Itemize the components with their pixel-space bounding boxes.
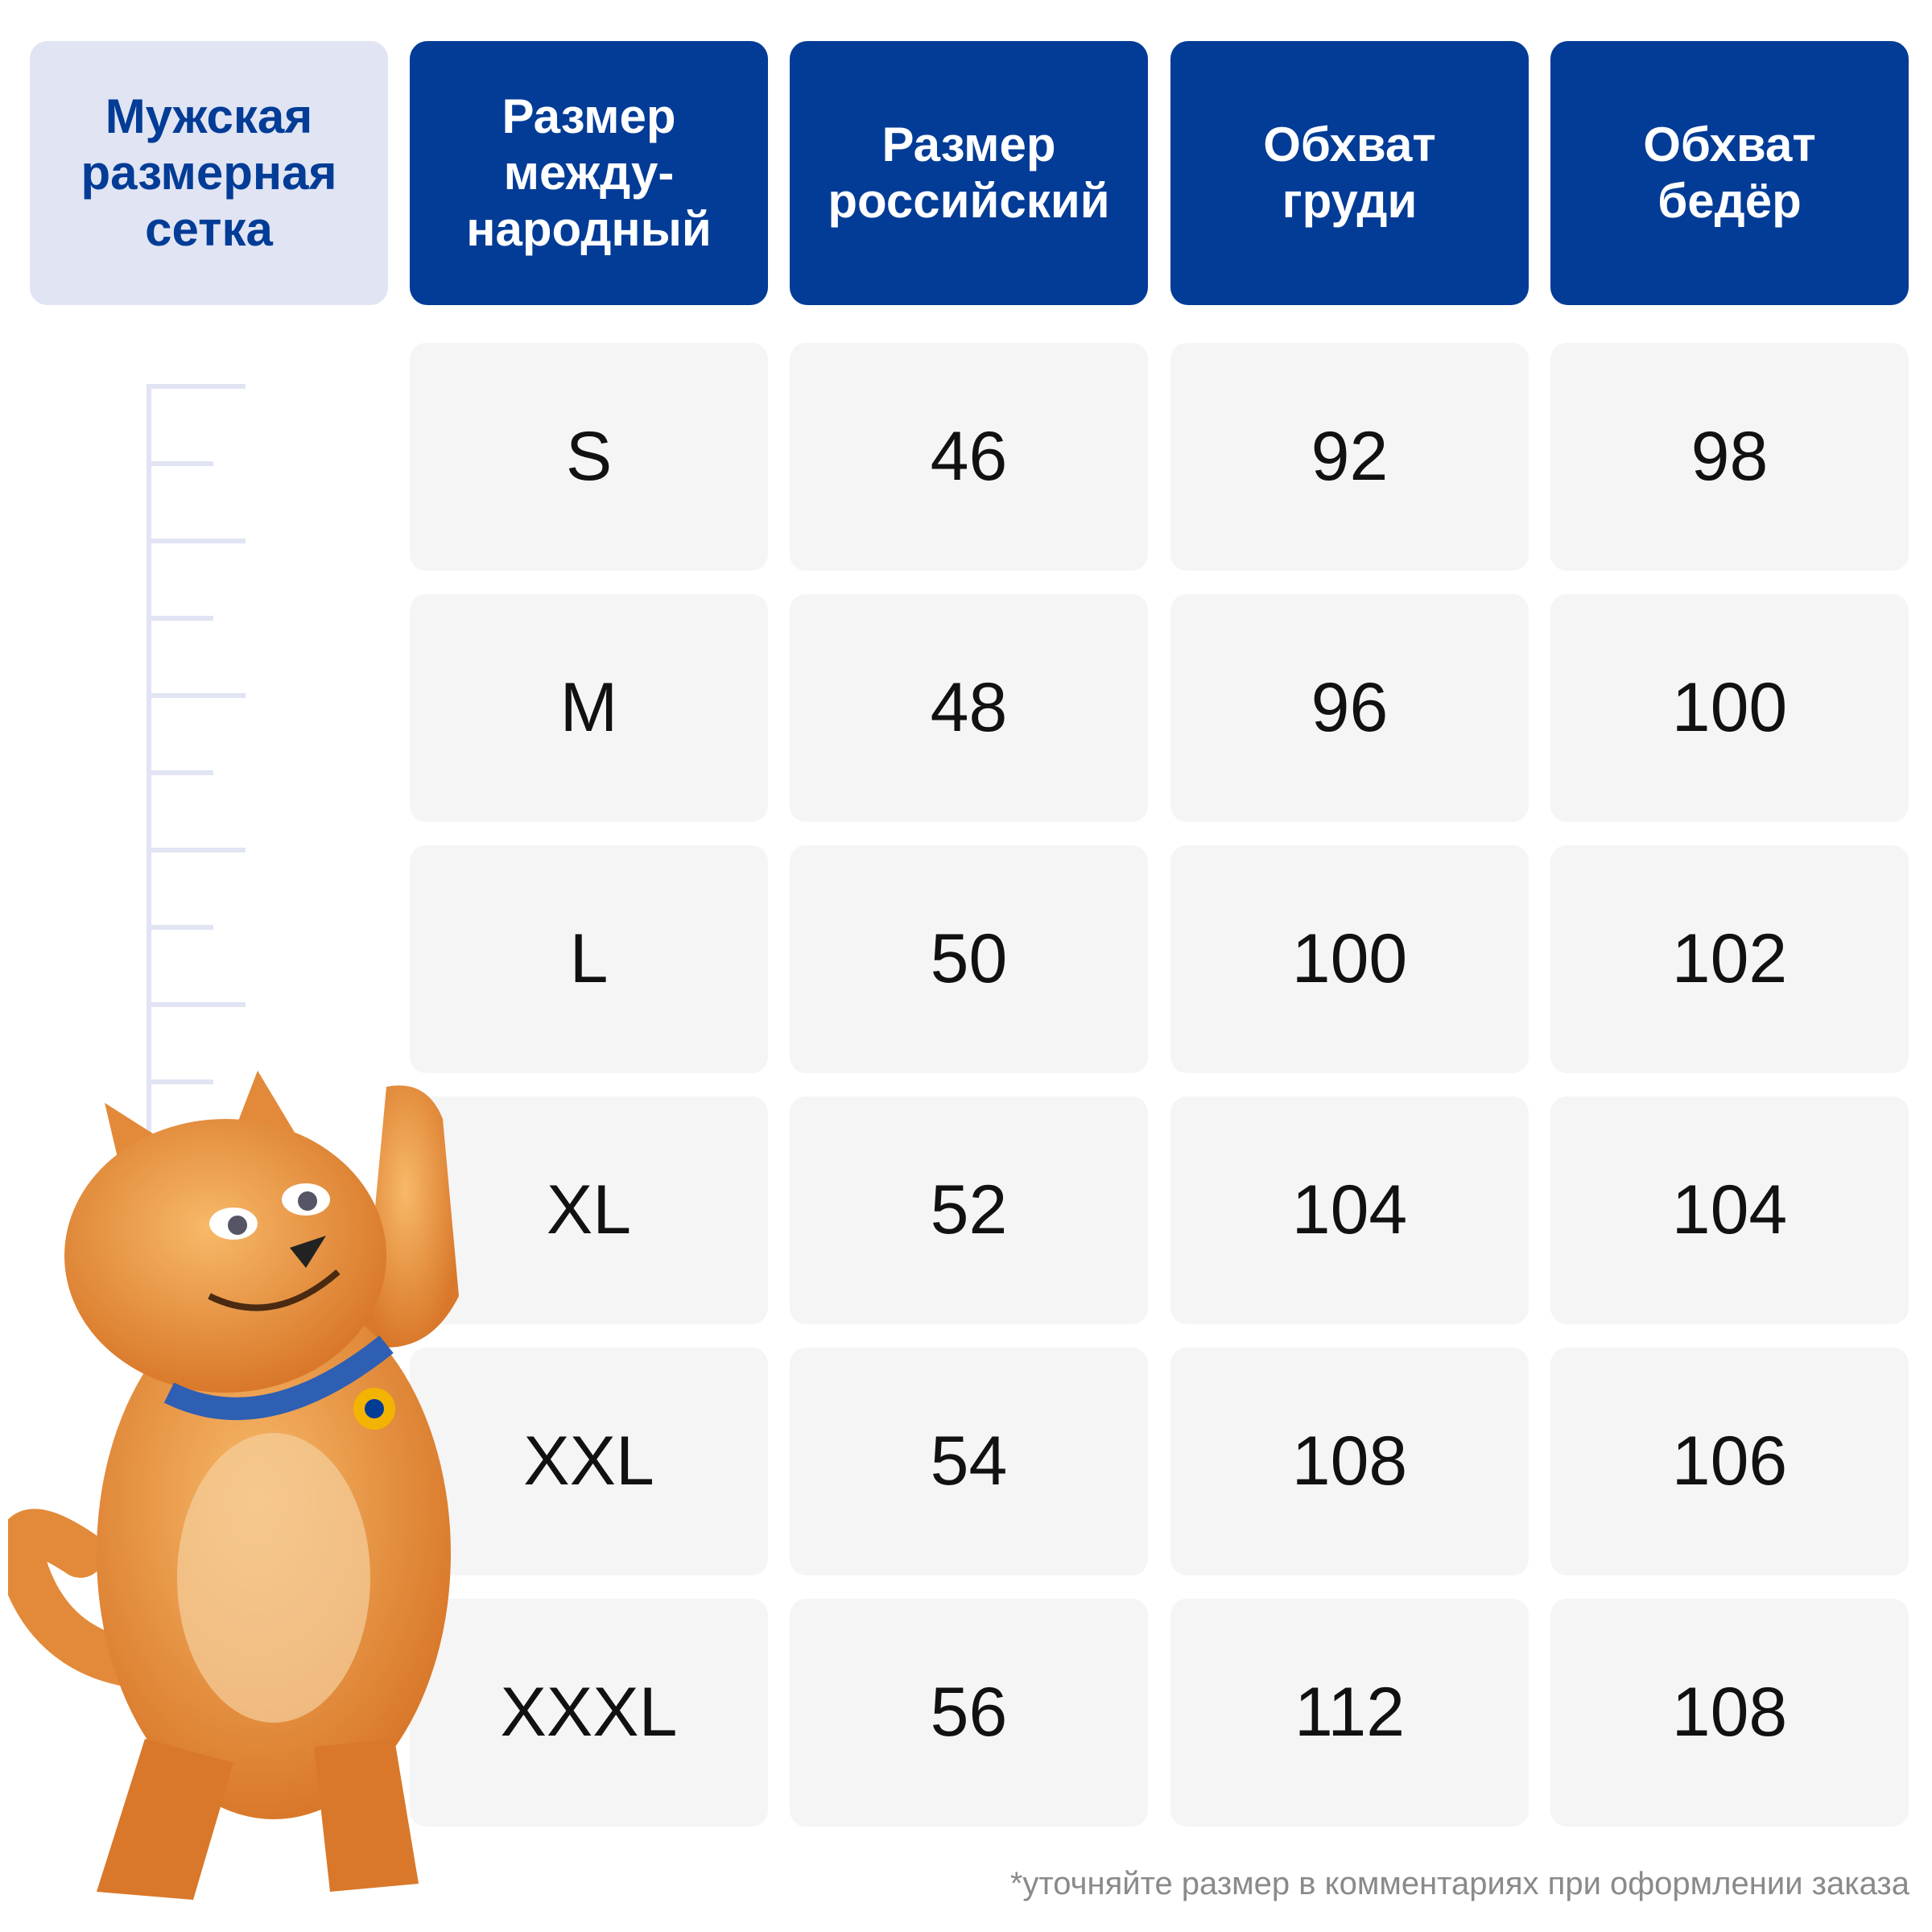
table-cell: 100: [1550, 594, 1909, 822]
column-header: Размер российский: [790, 41, 1148, 305]
table-cell: L: [410, 845, 768, 1073]
footnote: *уточняйте размер в комментариях при офо…: [1009, 1866, 1909, 1901]
column-header: Обхват груди: [1170, 41, 1529, 305]
table-cell: 108: [1170, 1348, 1529, 1575]
table-cell: 56: [790, 1599, 1148, 1827]
table-cell: M: [410, 594, 768, 822]
table-cell: 96: [1170, 594, 1529, 822]
table-cell: 104: [1170, 1096, 1529, 1324]
table-cell: 112: [1170, 1599, 1529, 1827]
table-cell: 106: [1550, 1348, 1909, 1575]
table-cell: XL: [410, 1096, 768, 1324]
table-cell: 102: [1550, 845, 1909, 1073]
table-cell: 48: [790, 594, 1148, 822]
column-header: Размер между- народный: [410, 41, 768, 305]
table-cell: S: [410, 343, 768, 571]
table-cell: 100: [1170, 845, 1529, 1073]
table-title: Мужская размерная сетка: [30, 41, 388, 305]
table-cell: 46: [790, 343, 1148, 571]
cat-mascot-image: [8, 1071, 459, 1900]
table-cell: 108: [1550, 1599, 1909, 1827]
table-cell: XXXL: [410, 1599, 768, 1827]
table-cell: 104: [1550, 1096, 1909, 1324]
table-cell: 50: [790, 845, 1148, 1073]
table-cell: 92: [1170, 343, 1529, 571]
table-cell: 98: [1550, 343, 1909, 571]
table-cell: 54: [790, 1348, 1148, 1575]
column-header: Обхват бедёр: [1550, 41, 1909, 305]
table-cell: 52: [790, 1096, 1148, 1324]
table-cell: XXL: [410, 1348, 768, 1575]
